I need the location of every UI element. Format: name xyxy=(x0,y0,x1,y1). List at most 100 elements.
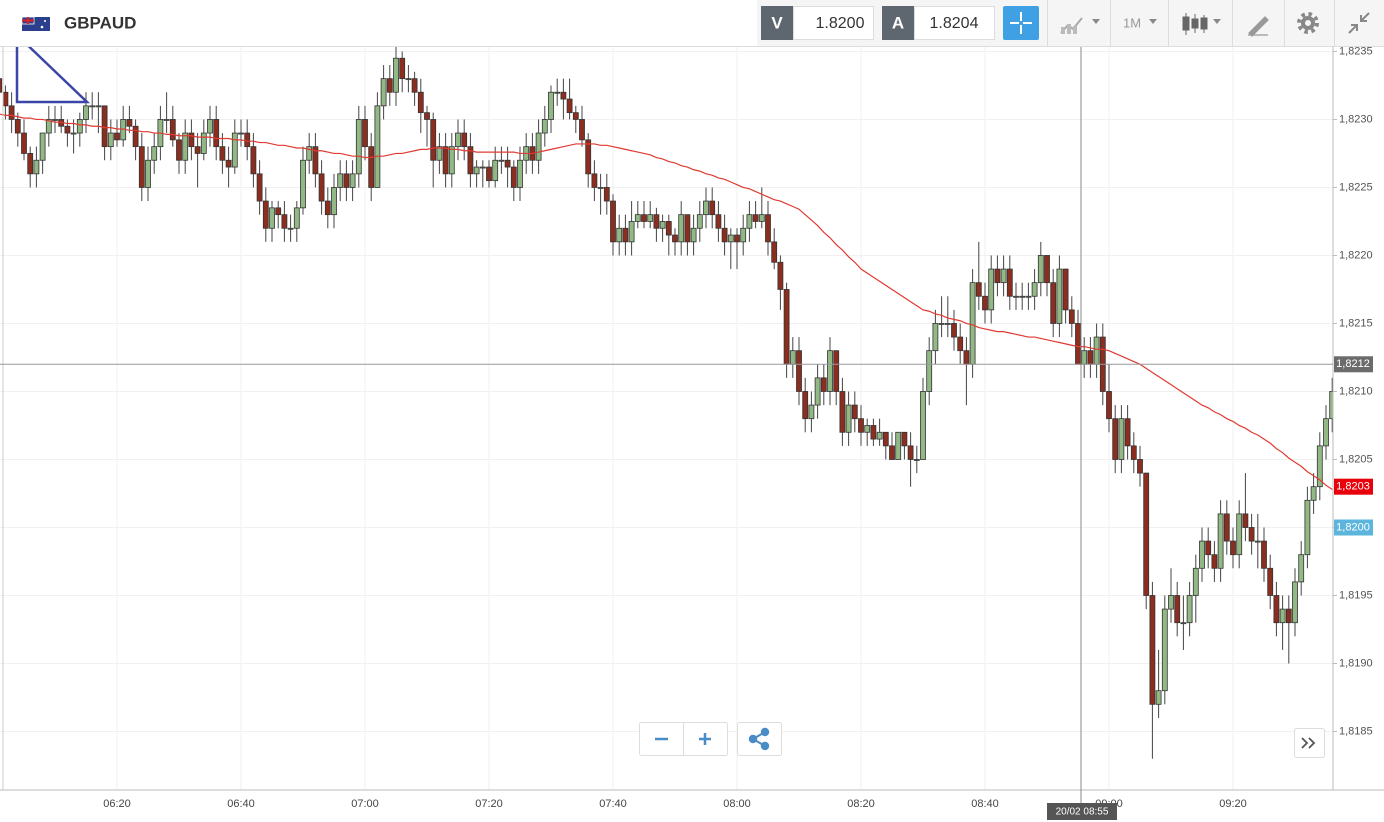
candle-body xyxy=(560,91,567,100)
share-button[interactable] xyxy=(737,722,782,756)
candle-body xyxy=(734,234,740,243)
candle-body xyxy=(411,78,418,93)
chart-type-button[interactable] xyxy=(1182,13,1221,35)
indicators-button[interactable] xyxy=(1060,17,1100,34)
candle-body xyxy=(1025,295,1032,298)
candle-body xyxy=(969,282,976,365)
grid xyxy=(0,46,1333,790)
candle-body xyxy=(1292,581,1298,624)
candle-body xyxy=(988,268,995,311)
crosshair-icon xyxy=(1010,12,1032,34)
toolbar-separators xyxy=(1047,0,1335,46)
candle-body xyxy=(1044,255,1050,284)
candle-body xyxy=(845,404,852,433)
candle-body xyxy=(672,234,678,243)
candle-body xyxy=(1254,540,1261,543)
settings-button[interactable] xyxy=(1297,12,1319,34)
plot-area xyxy=(0,46,1333,759)
candle-body xyxy=(1248,527,1255,542)
drawn-triangle[interactable] xyxy=(15,32,91,104)
candle-body xyxy=(1068,309,1075,324)
candle-body xyxy=(1075,323,1081,365)
draw-tool-button[interactable] xyxy=(1248,16,1269,37)
candle-body xyxy=(45,119,52,134)
candle-body xyxy=(138,146,145,188)
x-tick-label: 06:20 xyxy=(103,798,131,810)
candle-body xyxy=(1155,690,1162,705)
buy-button[interactable] xyxy=(882,6,914,40)
candle-body xyxy=(616,227,623,243)
candle-body xyxy=(1000,268,1007,284)
candle-body xyxy=(39,132,46,161)
collapse-button[interactable] xyxy=(1348,12,1370,34)
axes: 1,8185 1,8190 1,8195 1,8200 1,8205 1,8210 1,82… xyxy=(0,45,1373,810)
candle-body xyxy=(1130,445,1137,460)
symbol: GBPAUD xyxy=(64,13,136,32)
candle-body xyxy=(1019,295,1026,298)
candle-body xyxy=(101,105,108,148)
candle-body xyxy=(145,159,151,188)
sell-button[interactable] xyxy=(761,6,793,40)
candle-body xyxy=(1285,608,1292,624)
candle-body xyxy=(1217,513,1224,569)
candle-body xyxy=(132,125,139,148)
candle-body xyxy=(52,119,58,121)
candle-body xyxy=(926,350,933,392)
candle-body xyxy=(473,166,480,175)
candle-body xyxy=(1168,595,1174,610)
candle-body xyxy=(1310,486,1317,501)
candle-body xyxy=(1236,513,1243,556)
candle-body xyxy=(1037,255,1044,284)
x-tick-label: 07:40 xyxy=(599,798,627,810)
candle-body xyxy=(1279,608,1286,624)
candle-body xyxy=(938,323,945,325)
y-tick-label: 1,8195 xyxy=(1339,589,1373,601)
candle-body xyxy=(994,268,1001,284)
crosshair-time-box xyxy=(1047,803,1117,820)
candle-body xyxy=(343,173,350,188)
candle-body xyxy=(858,418,864,433)
candle-body xyxy=(64,125,71,134)
candle-body xyxy=(982,295,988,311)
candle-body xyxy=(696,214,703,229)
candle-body xyxy=(517,159,523,188)
buy-price-box xyxy=(914,6,995,40)
candle-body xyxy=(269,207,275,229)
price-marker xyxy=(1334,519,1373,536)
candle-body xyxy=(622,227,629,243)
candle-body xyxy=(1031,282,1038,297)
candle-body xyxy=(169,119,176,141)
candle-body xyxy=(827,350,833,392)
sell-price: 1.8200 xyxy=(816,15,865,32)
candle-body xyxy=(21,132,27,154)
candle-body xyxy=(2,91,9,107)
candle-body xyxy=(789,350,796,365)
y-tick-label: 1,8190 xyxy=(1339,657,1373,669)
candle-body xyxy=(306,146,313,161)
candle-body xyxy=(399,57,406,80)
candle-body xyxy=(975,282,982,297)
candle-body xyxy=(1180,622,1187,625)
candle-body xyxy=(430,119,437,161)
candle-body xyxy=(163,119,170,121)
candle-body xyxy=(448,146,455,175)
price-marker-label: 1,8212 xyxy=(1336,358,1370,370)
y-tick-label: 1,8225 xyxy=(1339,181,1373,193)
timeframe[interactable]: 1M xyxy=(1123,15,1141,30)
candle-body xyxy=(1186,595,1193,624)
candle-body xyxy=(107,132,114,148)
candle-body xyxy=(579,119,585,141)
candle-body xyxy=(182,132,189,161)
candle-body xyxy=(126,119,133,127)
candle-body xyxy=(907,445,914,460)
candle-body xyxy=(808,404,815,420)
candle-body xyxy=(244,132,251,148)
scroll-end-button[interactable] xyxy=(1294,728,1325,758)
candle-body xyxy=(225,159,232,168)
candle-body xyxy=(1211,554,1218,569)
candle-body xyxy=(83,105,89,120)
candle-body xyxy=(293,207,300,229)
candle-body xyxy=(70,132,77,135)
crosshair-button[interactable] xyxy=(1003,6,1039,40)
candle-body xyxy=(585,139,592,175)
